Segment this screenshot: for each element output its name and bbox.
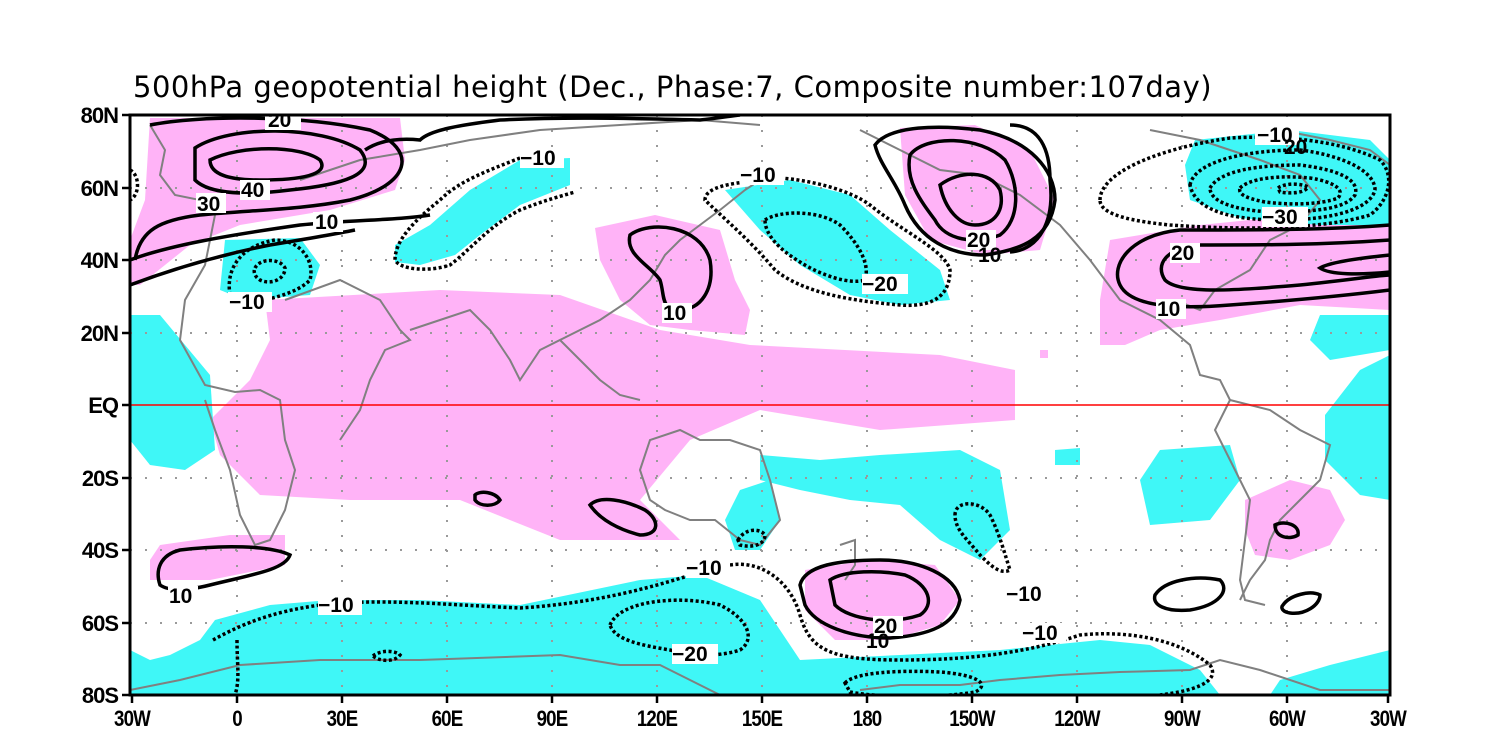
svg-text:−10: −10	[740, 164, 776, 187]
svg-text:30: 30	[197, 193, 220, 216]
svg-text:10: 10	[663, 302, 686, 325]
x-tick-label: 60W	[1269, 706, 1306, 731]
x-tick-label: 150W	[949, 706, 995, 731]
y-tick-label: 20S	[81, 466, 119, 491]
svg-text:10: 10	[866, 630, 889, 653]
contour-labels: 20 40 30 10 −10 −10 −10 10 −20 20 10 −10…	[168, 109, 1308, 666]
svg-text:−30: −30	[1262, 206, 1298, 229]
svg-text:40: 40	[241, 179, 264, 202]
svg-text:−10: −10	[318, 594, 354, 617]
svg-text:10: 10	[169, 585, 192, 608]
positive-contours	[130, 115, 1390, 640]
x-tick-label: 150E	[741, 706, 783, 731]
y-tick-label: 60N	[80, 176, 119, 201]
y-tick-label: 80N	[80, 103, 119, 128]
svg-text:10: 10	[315, 211, 338, 234]
negative-contours	[130, 135, 1390, 695]
svg-text:−10: −10	[1022, 622, 1058, 645]
x-tick-label: 0	[232, 706, 242, 731]
x-tick-label: 180	[852, 706, 883, 731]
x-tick-label: 90E	[536, 706, 569, 731]
y-tick-label: 60S	[81, 611, 119, 636]
chart-title: 500hPa geopotential height (Dec., Phase:…	[133, 70, 1213, 104]
x-tick-label: 30W	[114, 706, 151, 731]
svg-text:−10: −10	[229, 291, 265, 314]
svg-text:20: 20	[967, 229, 990, 252]
y-tick-label: 40N	[80, 248, 119, 273]
y-tick-label: EQ	[88, 393, 119, 418]
svg-text:−10: −10	[1006, 583, 1042, 606]
grid-lines	[130, 115, 1390, 695]
axis-ticks	[122, 113, 1390, 703]
svg-text:−20: −20	[862, 273, 898, 296]
y-tick-label: 20N	[80, 321, 119, 346]
svg-text:20: 20	[874, 615, 897, 638]
x-tick-label: 90W	[1164, 706, 1201, 731]
x-tick-label: 60E	[431, 706, 464, 731]
svg-text:−20: −20	[672, 643, 708, 666]
svg-text:−10: −10	[686, 557, 722, 580]
svg-text:20: 20	[1284, 136, 1307, 159]
svg-text:−10: −10	[520, 147, 556, 170]
svg-text:10: 10	[1157, 298, 1180, 321]
svg-text:−10: −10	[1257, 124, 1293, 147]
svg-text:10: 10	[978, 244, 1001, 267]
x-tick-label: 30W	[1370, 706, 1407, 731]
x-tick-label: 120E	[636, 706, 678, 731]
y-tick-label: 80S	[81, 683, 119, 708]
svg-text:20: 20	[268, 109, 291, 132]
y-tick-label: 40S	[81, 538, 119, 563]
negative-shading	[130, 130, 1390, 695]
x-tick-label: 30E	[326, 706, 359, 731]
x-tick-label: 120W	[1054, 706, 1100, 731]
coastlines	[130, 118, 1390, 695]
svg-text:20: 20	[1171, 242, 1194, 265]
